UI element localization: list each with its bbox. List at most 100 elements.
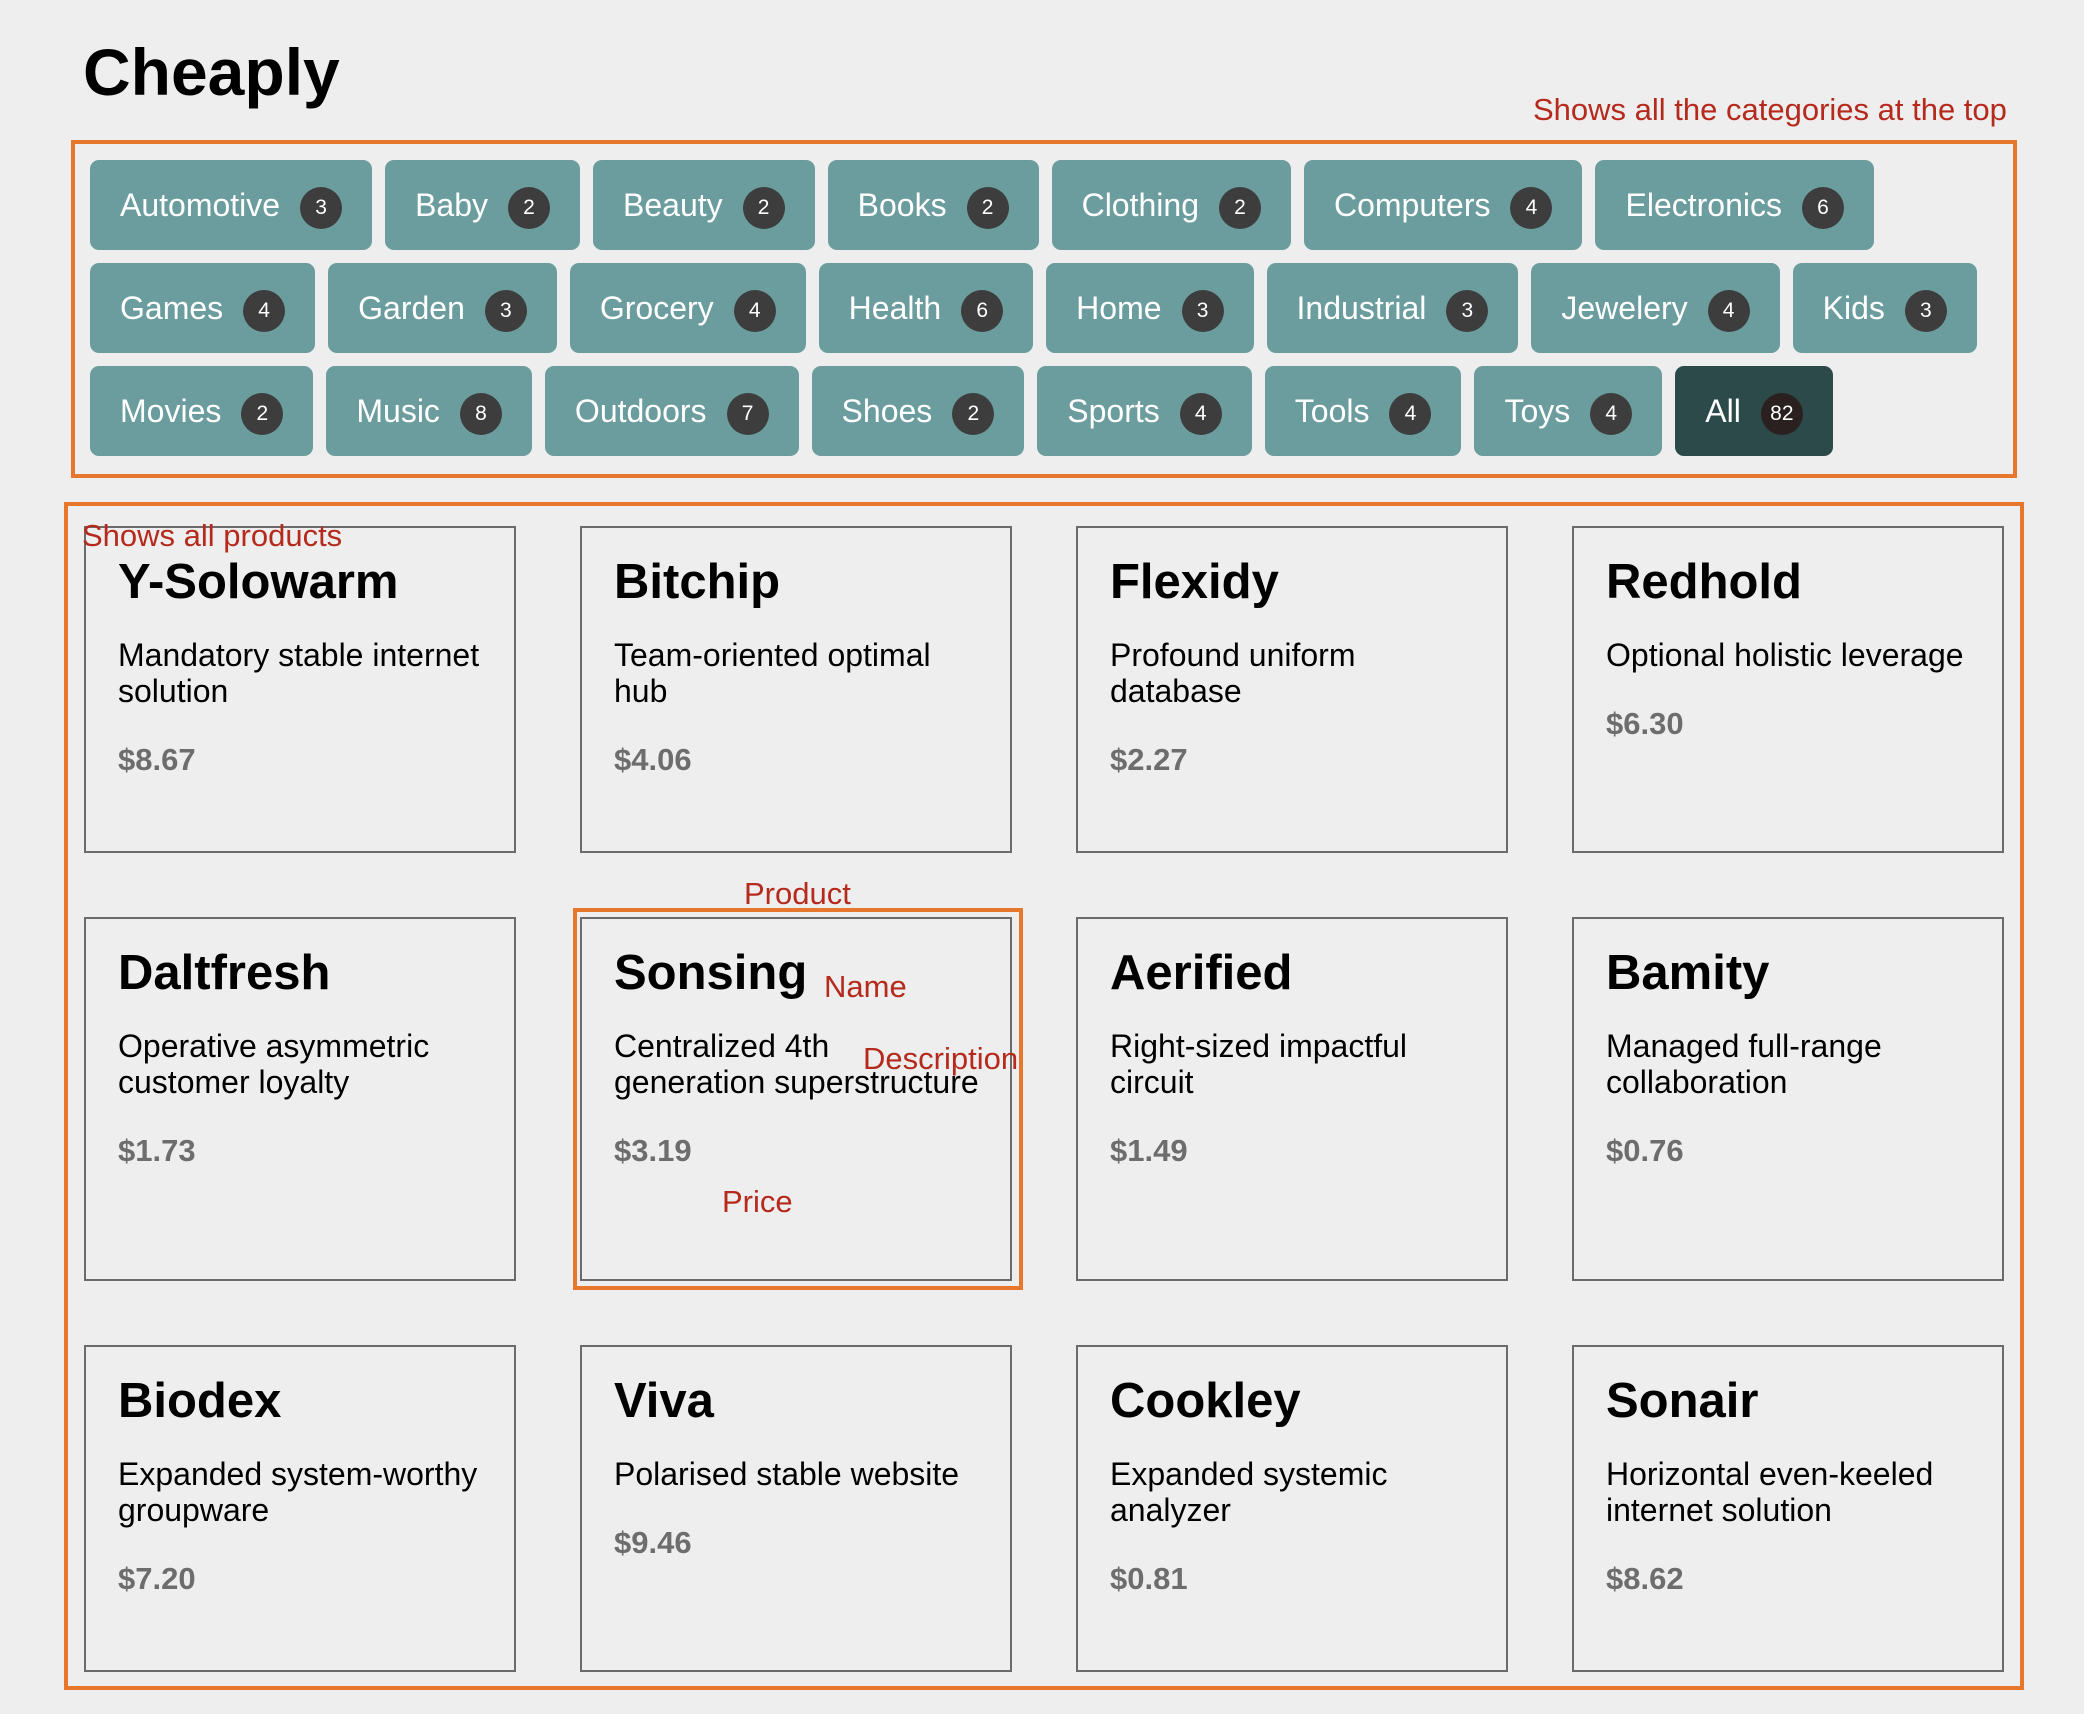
category-chip-outdoors[interactable]: Outdoors 7 bbox=[544, 366, 799, 456]
product-description: Optional holistic leverage bbox=[1606, 636, 1964, 673]
product-description: Expanded system-worthy groupware bbox=[118, 1455, 478, 1528]
product-name: Aerified bbox=[1110, 946, 1293, 1000]
product-card[interactable]: Sonsing Centralized 4th generation supers… bbox=[580, 917, 1012, 1281]
product-description: Operative asymmetric customer loyalty bbox=[118, 1027, 430, 1100]
product-card[interactable]: Viva Polarised stable website $9.46 bbox=[580, 1345, 1012, 1672]
category-chip-sports[interactable]: Sports 4 bbox=[1037, 366, 1252, 456]
category-chip-clothing[interactable]: Clothing 2 bbox=[1051, 160, 1291, 250]
category-chip-automotive[interactable]: Automotive 3 bbox=[90, 160, 373, 250]
price-annotation-label: Price bbox=[722, 1184, 793, 1219]
product-price: $4.06 bbox=[614, 741, 692, 777]
product-name: Cookley bbox=[1110, 1374, 1301, 1428]
product-card[interactable]: Cookley Expanded systemic analyzer $0.81 bbox=[1076, 1345, 1508, 1672]
category-chip-industrial[interactable]: Industrial 3 bbox=[1266, 263, 1519, 353]
product-description: Centralized 4th generation superstructur… bbox=[614, 1027, 979, 1100]
product-description: Expanded systemic analyzer bbox=[1110, 1455, 1388, 1528]
category-chip-movies[interactable]: Movies 2 bbox=[90, 366, 314, 456]
category-count-badge: 6 bbox=[961, 290, 1004, 332]
category-count-badge: 3 bbox=[484, 290, 527, 332]
category-count-badge: 4 bbox=[733, 290, 776, 332]
category-label: Beauty bbox=[623, 186, 723, 223]
category-label: Tools bbox=[1294, 392, 1370, 429]
category-chip-shoes[interactable]: Shoes 2 bbox=[811, 366, 1025, 456]
category-count-badge: 3 bbox=[1904, 290, 1947, 332]
category-count-badge: 4 bbox=[1179, 393, 1222, 435]
product-price: $8.67 bbox=[118, 741, 196, 777]
product-price: $9.46 bbox=[614, 1524, 692, 1560]
product-card[interactable]: Bitchip Team-oriented optimal hub $4.06 bbox=[580, 526, 1012, 853]
category-label: Movies bbox=[120, 392, 222, 429]
category-count-badge: 82 bbox=[1760, 393, 1803, 435]
product-name: Viva bbox=[614, 1374, 714, 1428]
product-description: Horizontal even-keeled internet solution bbox=[1606, 1455, 1934, 1528]
product-price: $1.49 bbox=[1110, 1132, 1188, 1168]
category-label: Garden bbox=[358, 289, 465, 326]
category-count-badge: 4 bbox=[1510, 187, 1553, 229]
product-card[interactable]: Sonair Horizontal even-keeled internet so… bbox=[1572, 1345, 2004, 1672]
products-annotation-label: Shows all products bbox=[82, 518, 343, 553]
category-chip-all[interactable]: All 82 bbox=[1675, 366, 1833, 456]
product-card[interactable]: Flexidy Profound uniform database $2.27 bbox=[1076, 526, 1508, 853]
category-count-badge: 3 bbox=[1181, 290, 1224, 332]
category-chip-health[interactable]: Health 6 bbox=[818, 263, 1034, 353]
product-price: $0.76 bbox=[1606, 1132, 1684, 1168]
category-chip-games[interactable]: Games 4 bbox=[90, 263, 316, 353]
product-description: Profound uniform database bbox=[1110, 636, 1356, 709]
category-chip-garden[interactable]: Garden 3 bbox=[328, 263, 557, 353]
product-description: Right-sized impactful circuit bbox=[1110, 1027, 1407, 1100]
category-label: Baby bbox=[415, 186, 489, 223]
category-label: Toys bbox=[1504, 392, 1571, 429]
category-count-badge: 2 bbox=[742, 187, 785, 229]
category-chip-electronics[interactable]: Electronics 6 bbox=[1595, 160, 1874, 250]
category-chip-beauty[interactable]: Beauty 2 bbox=[593, 160, 815, 250]
categories-annotation-label: Shows all the categories at the top bbox=[1533, 92, 2007, 127]
category-label: All bbox=[1705, 392, 1741, 429]
categories-annotation-box bbox=[71, 140, 2017, 478]
category-count-badge: 7 bbox=[726, 393, 769, 435]
product-card[interactable]: Redhold Optional holistic leverage $6.30 bbox=[1572, 526, 2004, 853]
product-name: Daltfresh bbox=[118, 946, 331, 1000]
category-chip-toys[interactable]: Toys 4 bbox=[1474, 366, 1663, 456]
category-chip-computers[interactable]: Computers 4 bbox=[1303, 160, 1583, 250]
product-name: Flexidy bbox=[1110, 555, 1279, 609]
product-description: Polarised stable website bbox=[614, 1455, 960, 1492]
category-chip-music[interactable]: Music 8 bbox=[326, 366, 532, 456]
product-card[interactable]: Bamity Managed full-range collaboration $0… bbox=[1572, 917, 2004, 1281]
category-count-badge: 2 bbox=[241, 393, 284, 435]
product-name: Bitchip bbox=[614, 555, 781, 609]
category-label: Sports bbox=[1067, 392, 1160, 429]
category-count-badge: 2 bbox=[952, 393, 995, 435]
category-label: Computers bbox=[1333, 186, 1491, 223]
product-annotation-label: Product bbox=[744, 876, 851, 911]
category-chip-grocery[interactable]: Grocery 4 bbox=[569, 263, 806, 353]
name-annotation-label: Name bbox=[824, 969, 907, 1004]
category-chip-tools[interactable]: Tools 4 bbox=[1264, 366, 1462, 456]
category-bar: Automotive 3 Baby 2 Beauty 2 Books 2 Clothing 2 Co… bbox=[90, 160, 2010, 456]
product-card[interactable]: Aerified Right-sized impactful circuit $1.… bbox=[1076, 917, 1508, 1281]
category-count-badge: 2 bbox=[508, 187, 551, 229]
category-chip-baby[interactable]: Baby 2 bbox=[385, 160, 581, 250]
product-name: Sonsing bbox=[614, 946, 808, 1000]
category-count-badge: 3 bbox=[1446, 290, 1489, 332]
products-annotation-box bbox=[64, 502, 2024, 1690]
product-card[interactable]: Y-Solowarm Mandatory stable internet solu… bbox=[84, 526, 516, 853]
category-chip-jewelery[interactable]: Jewelery 4 bbox=[1531, 263, 1780, 353]
category-label: Outdoors bbox=[574, 392, 707, 429]
product-card[interactable]: Daltfresh Operative asymmetric customer l… bbox=[84, 917, 516, 1281]
category-count-badge: 3 bbox=[300, 187, 343, 229]
product-name: Biodex bbox=[118, 1374, 282, 1428]
product-annotation-box bbox=[573, 908, 1023, 1290]
product-name: Y-Solowarm bbox=[118, 555, 399, 609]
category-chip-home[interactable]: Home 3 bbox=[1046, 263, 1254, 353]
product-name: Redhold bbox=[1606, 555, 1802, 609]
product-card[interactable]: Biodex Expanded system-worthy groupware $7… bbox=[84, 1345, 516, 1672]
category-label: Shoes bbox=[841, 392, 933, 429]
product-description: Managed full-range collaboration bbox=[1606, 1027, 1882, 1100]
category-chip-kids[interactable]: Kids 3 bbox=[1792, 263, 1977, 353]
product-price: $0.81 bbox=[1110, 1560, 1188, 1596]
category-label: Jewelery bbox=[1561, 289, 1688, 326]
description-annotation-label: Description bbox=[863, 1041, 1019, 1076]
product-grid: Y-Solowarm Mandatory stable internet solu… bbox=[84, 526, 2004, 1672]
category-chip-books[interactable]: Books 2 bbox=[827, 160, 1039, 250]
category-label: Music bbox=[356, 392, 440, 429]
